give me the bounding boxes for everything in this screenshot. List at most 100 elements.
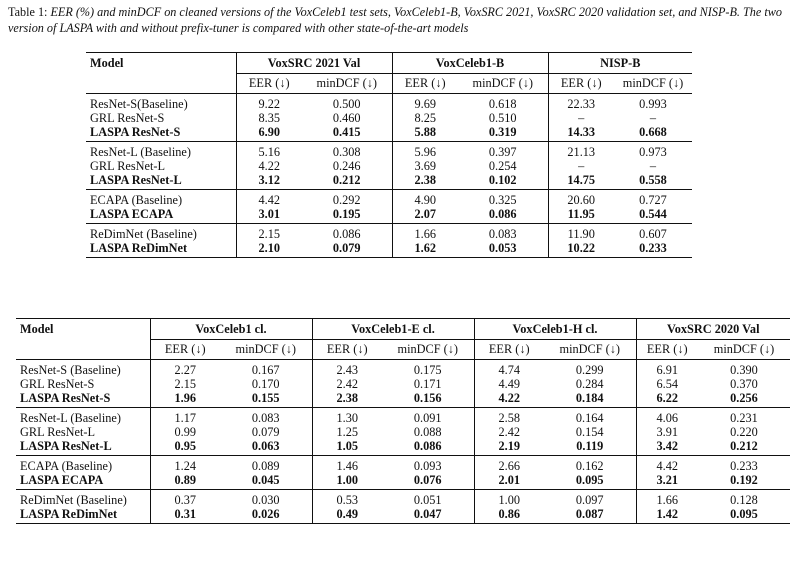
eer-value: 8.25: [391, 111, 458, 125]
eer-value: 1.66: [635, 489, 698, 507]
model-cell: LASPA ResNet-L: [90, 173, 182, 187]
table-row: LASPA ECAPA 0.89 0.045 1.00 0.076 2.01 0.095 3.…: [16, 473, 790, 490]
mindcf-value: –: [649, 159, 657, 173]
eer-value: 1.42: [635, 507, 698, 524]
mindcf-value: 0.284: [575, 377, 604, 391]
mindcf-value: 0.668: [639, 125, 667, 139]
mindcf-value: 0.500: [302, 93, 392, 111]
eer-value: 2.15: [149, 377, 220, 391]
eer-header: EER (↓): [235, 73, 302, 94]
eer-value: 10.22: [547, 241, 614, 258]
mindcf-value: 0.079: [332, 241, 361, 255]
mindcf-value: 0.156: [413, 391, 442, 405]
mindcf-value: 0.299: [544, 359, 636, 377]
eer-value: 0.86: [473, 507, 544, 524]
model-header: Model: [20, 322, 54, 337]
eer-value: 5.16: [235, 141, 302, 159]
eer-value: 1.24: [149, 455, 220, 473]
metric-header-row: EER (↓) minDCF (↓) EER (↓) minDCF (↓) EER (↓…: [86, 73, 692, 94]
eer-header: EER (↓): [635, 339, 698, 360]
eer-header: EER (↓): [547, 73, 614, 94]
eer-value: 0.95: [149, 439, 220, 456]
model-cell: GRL ResNet-S: [20, 377, 95, 391]
mindcf-value: 0.063: [251, 439, 280, 453]
mindcf-value: 0.030: [220, 489, 312, 507]
results-table-2: Model VoxCeleb1 cl. VoxCeleb1-E cl. VoxCele…: [16, 318, 790, 524]
dataset-header: VoxSRC 2021 Val: [235, 52, 392, 74]
table-row: GRL ResNet-S 2.15 0.170 2.42 0.171 4.49 0.284 6…: [16, 377, 790, 391]
eer-header: EER (↓): [391, 73, 458, 94]
eer-value: 2.38: [311, 391, 382, 408]
eer-value: 1.25: [311, 425, 382, 439]
mindcf-value: –: [649, 111, 657, 125]
table-row: ECAPA (Baseline) 1.24 0.089 1.46 0.093 2.66 0.…: [16, 455, 790, 473]
mindcf-value: 0.175: [382, 359, 474, 377]
eer-value: 2.58: [473, 407, 544, 425]
mindcf-value: 0.155: [251, 391, 280, 405]
mindcf-value: 0.325: [458, 189, 548, 207]
eer-value: 11.95: [547, 207, 614, 224]
results-table-1: Model VoxSRC 2021 Val VoxCeleb1-B NISP-B EER…: [86, 52, 692, 258]
eer-value: 8.35: [235, 111, 302, 125]
eer-value: 21.13: [547, 141, 614, 159]
eer-value: 20.60: [547, 189, 614, 207]
eer-value: –: [547, 159, 614, 173]
eer-header: EER (↓): [311, 339, 382, 360]
table-row: ReDimNet (Baseline) 2.15 0.086 1.66 0.083 11.…: [86, 223, 692, 241]
table-row: ResNet-L (Baseline) 5.16 0.308 5.96 0.397 21.…: [86, 141, 692, 159]
mindcf-value: 0.195: [332, 207, 361, 221]
mindcf-value: 0.167: [220, 359, 312, 377]
mindcf-value: 0.246: [332, 159, 361, 173]
model-cell: ECAPA (Baseline): [86, 189, 236, 207]
eer-value: 0.37: [149, 489, 220, 507]
eer-value: 2.38: [391, 173, 458, 190]
eer-header: EER (↓): [149, 339, 220, 360]
model-cell: LASPA ResNet-L: [20, 439, 112, 453]
mindcf-value: 0.047: [413, 507, 442, 521]
mindcf-value: 0.618: [458, 93, 548, 111]
eer-value: 2.66: [473, 455, 544, 473]
table-row: ResNet-S (Baseline) 2.27 0.167 2.43 0.175 4.7…: [16, 359, 790, 377]
mindcf-value: 0.184: [575, 391, 604, 405]
eer-value: 1.96: [149, 391, 220, 408]
mindcf-value: 0.045: [251, 473, 280, 487]
model-cell: ResNet-L (Baseline): [86, 141, 236, 159]
empty-header: [86, 74, 236, 94]
eer-value: 2.27: [149, 359, 220, 377]
eer-value: 5.88: [391, 125, 458, 142]
mindcf-value: 0.993: [614, 93, 692, 111]
caption-label: Table 1:: [8, 5, 51, 19]
table-row: ECAPA (Baseline) 4.42 0.292 4.90 0.325 20.60 0…: [86, 189, 692, 207]
eer-value: 1.05: [311, 439, 382, 456]
eer-value: 4.42: [635, 455, 698, 473]
mindcf-value: 0.086: [488, 207, 517, 221]
eer-header: EER (↓): [473, 339, 544, 360]
mindcf-value: 0.544: [639, 207, 667, 221]
mindcf-value: 0.390: [698, 359, 790, 377]
eer-value: 5.96: [391, 141, 458, 159]
eer-value: 0.53: [311, 489, 382, 507]
eer-value: 0.89: [149, 473, 220, 490]
eer-value: 6.22: [635, 391, 698, 408]
mindcf-value: 0.308: [302, 141, 392, 159]
eer-value: 9.69: [391, 93, 458, 111]
mindcf-value: 0.087: [575, 507, 604, 521]
header-row: Model VoxSRC 2021 Val VoxCeleb1-B NISP-B: [86, 52, 692, 74]
mindcf-value: 0.607: [614, 223, 692, 241]
eer-value: 0.31: [149, 507, 220, 524]
mindcf-header: minDCF (↓): [622, 76, 684, 90]
table-caption: Table 1: EER (%) and minDCF on cleaned v…: [8, 5, 792, 36]
table-row: LASPA ResNet-L 3.12 0.212 2.38 0.102 14.75 0.5…: [86, 173, 692, 190]
eer-value: 14.75: [547, 173, 614, 190]
mindcf-value: 0.220: [730, 425, 758, 439]
eer-value: 2.01: [473, 473, 544, 490]
mindcf-value: 0.083: [220, 407, 312, 425]
table-row: LASPA ResNet-L 0.95 0.063 1.05 0.086 2.19 0.11…: [16, 439, 790, 456]
mindcf-value: 0.026: [251, 507, 280, 521]
mindcf-value: 0.095: [730, 507, 758, 521]
model-cell: ECAPA (Baseline): [16, 455, 150, 473]
eer-value: 1.00: [311, 473, 382, 490]
mindcf-value: 0.397: [458, 141, 548, 159]
eer-value: 2.10: [235, 241, 302, 258]
table-row: GRL ResNet-S 8.35 0.460 8.25 0.510 – –: [86, 111, 692, 125]
